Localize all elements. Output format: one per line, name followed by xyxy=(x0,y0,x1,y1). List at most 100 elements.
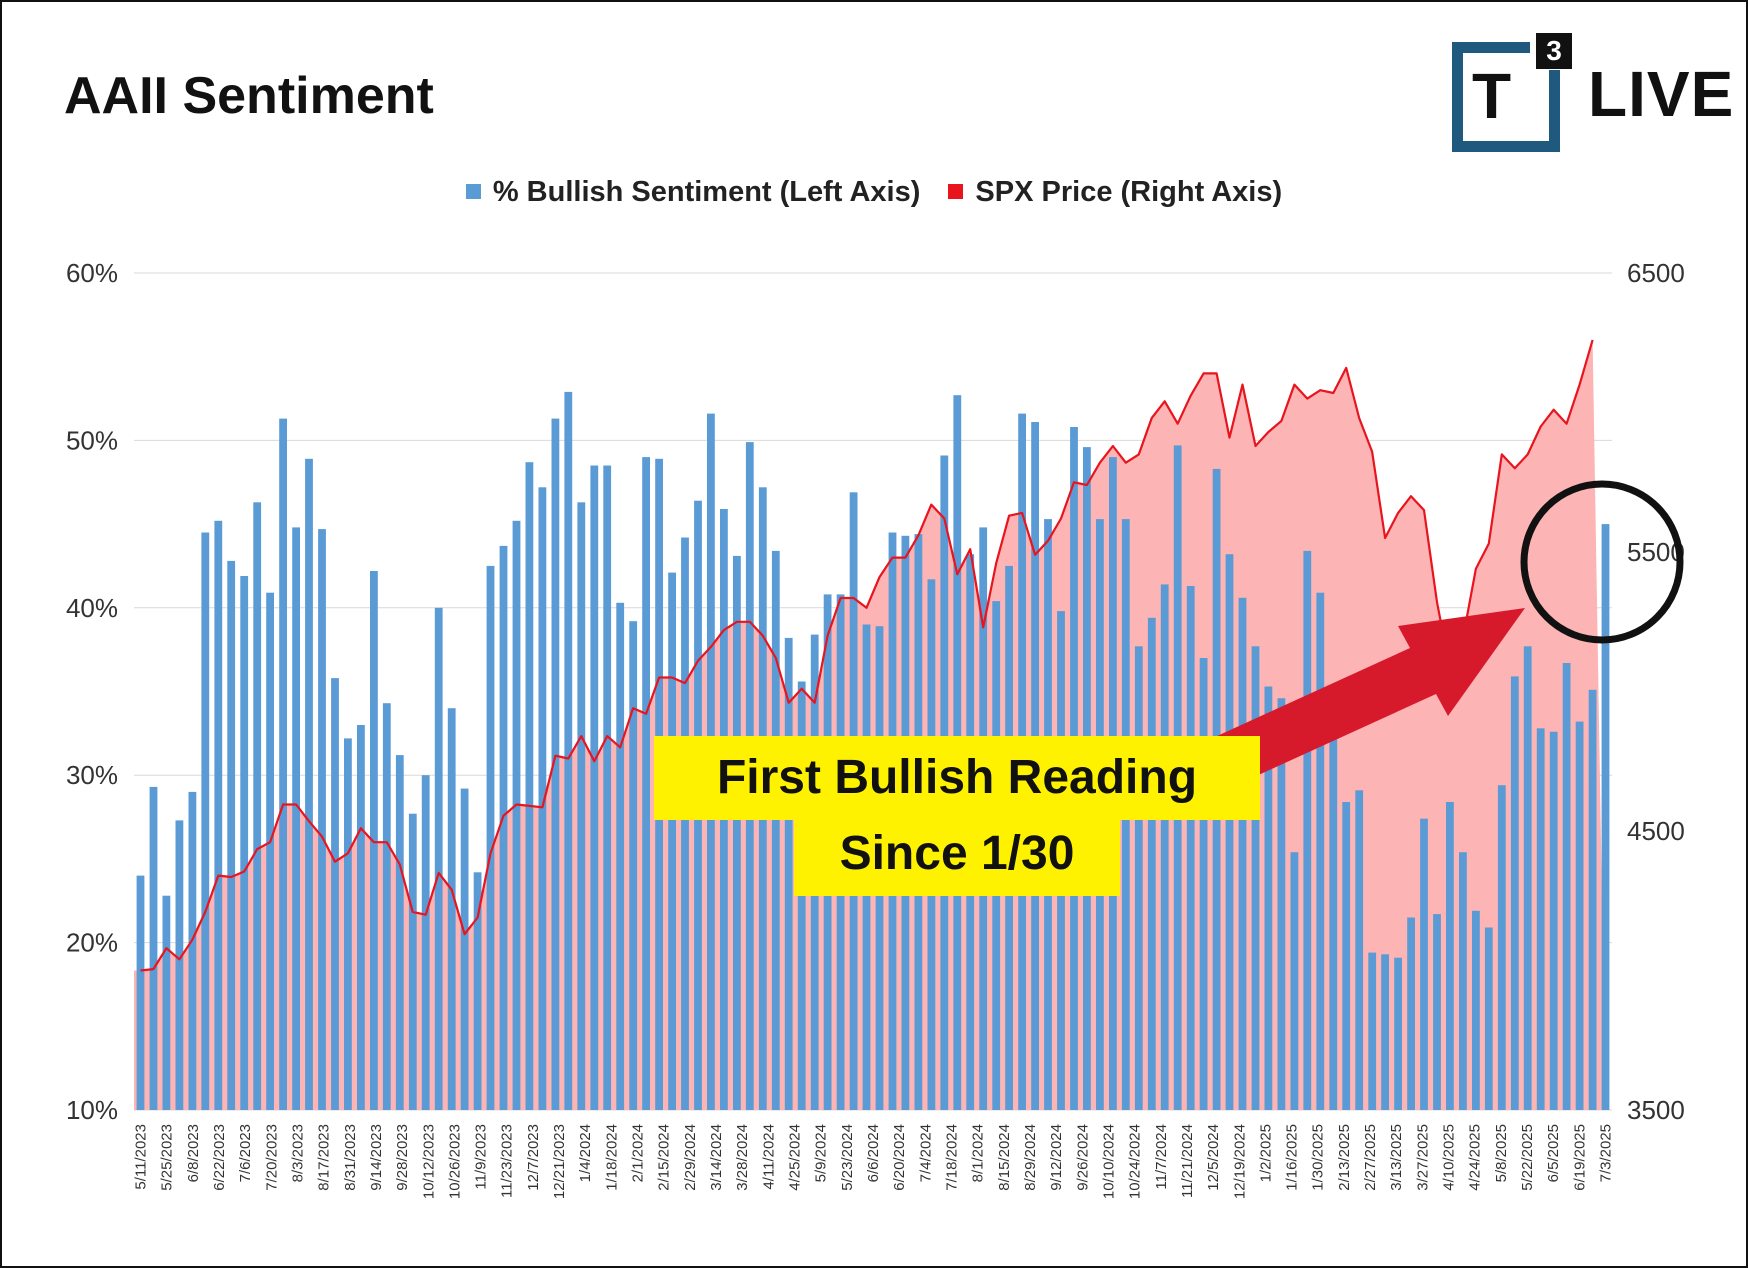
x-tick-label: 2/13/2025 xyxy=(1336,1124,1353,1191)
x-tick-label: 11/7/2024 xyxy=(1153,1124,1170,1190)
bar xyxy=(668,572,676,1110)
y-left-tick-label: 50% xyxy=(66,425,118,455)
bar xyxy=(681,537,689,1110)
bar xyxy=(162,895,171,1110)
x-tick-label: 1/18/2024 xyxy=(603,1124,620,1191)
bar xyxy=(473,872,482,1110)
bar xyxy=(1510,676,1519,1110)
red-arrow-icon xyxy=(1204,608,1525,788)
x-tick-label: 6/20/2024 xyxy=(891,1124,908,1191)
x-tick-label: 6/6/2024 xyxy=(865,1124,882,1182)
x-tick-label: 10/10/2024 xyxy=(1101,1124,1118,1199)
bar xyxy=(1238,597,1247,1110)
x-tick-label: 8/29/2024 xyxy=(1022,1124,1039,1191)
bar xyxy=(1225,554,1234,1110)
bar xyxy=(395,755,404,1110)
legend-swatch-bullish xyxy=(465,183,481,199)
x-tick-label: 6/19/2025 xyxy=(1571,1124,1588,1191)
x-tick-label: 5/22/2025 xyxy=(1519,1124,1536,1191)
bar xyxy=(1290,852,1299,1110)
legend-swatch-spx xyxy=(948,183,964,199)
bar xyxy=(486,565,495,1110)
x-tick-label: 9/12/2024 xyxy=(1048,1124,1065,1191)
bar xyxy=(460,788,469,1110)
legend-item-bullish: % Bullish Sentiment (Left Axis) xyxy=(465,176,920,209)
x-tick-label: 2/15/2024 xyxy=(656,1124,673,1191)
bar xyxy=(590,465,599,1110)
x-tick-label: 4/11/2024 xyxy=(760,1124,777,1190)
bar xyxy=(1264,686,1273,1110)
bar xyxy=(1251,646,1260,1110)
y-left-tick-label: 10% xyxy=(66,1095,118,1125)
x-tick-label: 5/8/2025 xyxy=(1493,1124,1510,1182)
legend-item-spx: SPX Price (Right Axis) xyxy=(948,176,1282,209)
bar xyxy=(434,607,443,1110)
bar xyxy=(603,465,612,1110)
bar xyxy=(188,791,197,1110)
bar xyxy=(616,602,625,1110)
bar xyxy=(1355,790,1364,1110)
x-tick-label: 4/24/2025 xyxy=(1467,1124,1484,1191)
x-tick-label: 3/14/2024 xyxy=(708,1124,725,1191)
x-tick-label: 9/14/2023 xyxy=(368,1124,385,1191)
bar xyxy=(227,560,236,1110)
spx-line xyxy=(140,339,1594,972)
bar xyxy=(331,678,339,1110)
bar xyxy=(240,576,249,1110)
bar xyxy=(1342,802,1351,1110)
x-tick-label: 11/9/2023 xyxy=(473,1124,490,1190)
x-tick-label: 9/28/2023 xyxy=(394,1124,411,1191)
bar xyxy=(512,520,521,1110)
bar xyxy=(629,621,638,1110)
bar xyxy=(1497,785,1506,1110)
bar xyxy=(279,418,287,1111)
highlight-circle-icon xyxy=(1520,480,1684,644)
bar xyxy=(1433,914,1441,1110)
bar xyxy=(1459,852,1467,1110)
bar xyxy=(1134,646,1143,1110)
bar xyxy=(577,502,586,1110)
bar xyxy=(1316,592,1325,1110)
bar xyxy=(214,520,223,1110)
x-tick-label: 10/24/2024 xyxy=(1127,1124,1144,1199)
x-tick-label: 7/3/2025 xyxy=(1598,1124,1615,1182)
x-tick-label: 11/23/2023 xyxy=(499,1124,516,1198)
x-tick-label: 12/19/2024 xyxy=(1231,1124,1248,1199)
bar xyxy=(564,391,573,1110)
bar xyxy=(1549,731,1558,1110)
chart-legend: % Bullish Sentiment (Left Axis) SPX Pric… xyxy=(0,176,1748,209)
x-tick-label: 7/6/2023 xyxy=(237,1124,254,1182)
x-tick-label: 5/9/2024 xyxy=(813,1124,830,1182)
y-left-tick-label: 30% xyxy=(66,760,118,790)
bar xyxy=(175,820,184,1110)
x-tick-label: 6/8/2023 xyxy=(185,1124,202,1182)
x-tick-label: 10/12/2023 xyxy=(420,1124,437,1199)
x-tick-label: 2/29/2024 xyxy=(682,1124,699,1191)
bar xyxy=(201,532,210,1110)
y-left-tick-label: 20% xyxy=(66,928,118,958)
y-right-tick-label: 4500 xyxy=(1627,816,1685,846)
annotation-line-1: First Bullish Reading xyxy=(654,736,1260,820)
bar xyxy=(266,592,274,1110)
bar xyxy=(421,775,430,1110)
x-tick-label: 1/4/2024 xyxy=(577,1124,594,1182)
x-tick-label: 12/5/2024 xyxy=(1205,1124,1222,1191)
x-tick-label: 7/20/2023 xyxy=(263,1124,280,1191)
x-tick-label: 8/15/2024 xyxy=(996,1124,1013,1191)
bar xyxy=(149,786,158,1110)
legend-label-spx: SPX Price (Right Axis) xyxy=(975,176,1283,208)
bar xyxy=(1394,957,1402,1110)
x-tick-label: 10/26/2023 xyxy=(446,1124,463,1199)
bar xyxy=(1484,927,1493,1110)
t3-live-logo: T 3 LIVE xyxy=(1452,30,1733,152)
x-tick-label: 2/1/2024 xyxy=(630,1124,647,1182)
annotation-shapes xyxy=(1204,480,1684,788)
x-tick-label: 6/5/2025 xyxy=(1545,1124,1562,1182)
bar xyxy=(1329,720,1338,1110)
bar xyxy=(447,708,456,1110)
x-tick-label: 8/3/2023 xyxy=(290,1124,307,1182)
bar xyxy=(1186,586,1195,1110)
bar xyxy=(357,725,365,1110)
x-tick-label: 3/27/2025 xyxy=(1414,1124,1431,1191)
bar xyxy=(344,738,352,1110)
